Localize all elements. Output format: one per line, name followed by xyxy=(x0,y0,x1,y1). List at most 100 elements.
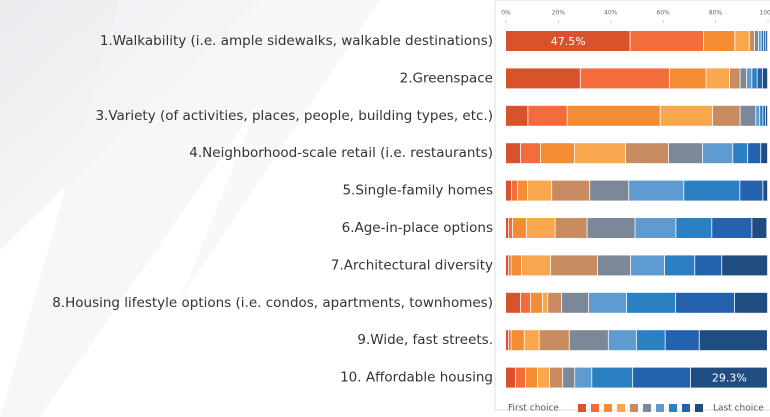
bar-segment xyxy=(669,68,706,89)
bar-segment xyxy=(730,68,740,89)
bar-segment xyxy=(699,330,767,351)
bar-segment xyxy=(712,218,752,238)
bar-segment xyxy=(764,31,766,51)
bar-segment xyxy=(542,292,548,313)
bar-segment xyxy=(552,180,590,201)
bar-segment xyxy=(608,330,636,351)
bar-segment xyxy=(765,105,768,126)
x-tick-label: 0% xyxy=(501,10,511,17)
bar-segment xyxy=(520,292,531,313)
bar-segment xyxy=(740,68,747,89)
bar-segment xyxy=(550,255,598,276)
bar-segment xyxy=(676,218,712,238)
bar-segment xyxy=(761,31,764,51)
category-label: 4.Neighborhood-scale retail (i.e. restau… xyxy=(189,145,493,161)
bar-segment xyxy=(506,218,509,238)
bar-segment xyxy=(712,105,740,126)
legend-swatch xyxy=(682,404,690,412)
value-label: 29.3% xyxy=(712,372,747,385)
bar-segment xyxy=(575,367,592,388)
bar-segment xyxy=(506,292,521,313)
bar-segment xyxy=(766,31,768,51)
bar-segment xyxy=(740,180,763,201)
bar-segment xyxy=(735,31,749,51)
bar-segment xyxy=(520,143,541,164)
bar-segment xyxy=(676,292,735,313)
bar-segment xyxy=(508,218,513,238)
legend-label: First choice xyxy=(508,404,559,414)
bar-segment xyxy=(757,68,762,89)
bar-segment xyxy=(747,68,752,89)
bar-segment xyxy=(580,68,669,89)
bar-segment xyxy=(740,105,756,126)
bar-segment xyxy=(690,367,767,388)
legend-swatch xyxy=(669,404,677,412)
bar-segment xyxy=(665,255,695,276)
bar-segment xyxy=(548,292,562,313)
bar-segment xyxy=(574,143,626,164)
decor xyxy=(0,0,330,417)
bar-segment xyxy=(590,180,629,201)
category-label: 6.Age-in-place options xyxy=(342,220,493,236)
bar-segment xyxy=(630,255,665,276)
category-label: 8.Housing lifestyle options (i.e. condos… xyxy=(52,295,493,311)
bar-segment xyxy=(625,143,669,164)
x-tick-label: 20% xyxy=(552,10,566,17)
bar-segment xyxy=(537,367,550,388)
bar-segment xyxy=(763,180,768,201)
bar-segment xyxy=(636,330,665,351)
legend-label: Last choice xyxy=(713,404,764,414)
bar-segment xyxy=(508,330,511,351)
category-label: 3.Variety (of activities, places, people… xyxy=(95,108,493,124)
bar-segment xyxy=(635,218,676,238)
bar-segment xyxy=(665,330,699,351)
bar-segment xyxy=(597,255,631,276)
bar-segment xyxy=(703,31,735,51)
category-label: 2.Greenspace xyxy=(400,70,493,86)
legend-swatch xyxy=(643,404,651,412)
bar-segment xyxy=(668,143,703,164)
decor xyxy=(180,0,380,300)
bar-segment xyxy=(756,105,760,126)
bar-segment xyxy=(508,255,511,276)
category-label: 1.Walkability (i.e. ample sidewalks, wal… xyxy=(100,33,493,49)
bar-segment xyxy=(512,218,526,238)
bar-segment xyxy=(511,330,524,351)
legend-swatch xyxy=(695,404,703,412)
bar-segment xyxy=(506,255,509,276)
bar-segment xyxy=(633,367,691,388)
bar-segment xyxy=(526,218,555,238)
bar-segment xyxy=(528,180,552,201)
bar-segment xyxy=(511,255,522,276)
x-tick-label: 100% xyxy=(759,10,770,17)
legend-swatch xyxy=(604,404,612,412)
bar-segment xyxy=(660,105,713,126)
bar-segment xyxy=(555,218,587,238)
bar-segment xyxy=(530,292,543,313)
x-tick-label: 80% xyxy=(709,10,723,17)
category-label: 5.Single-family homes xyxy=(342,183,493,199)
bar-segment xyxy=(563,367,575,388)
bar-segment xyxy=(512,180,518,201)
bar-segment xyxy=(587,218,635,238)
bar-segment xyxy=(703,143,733,164)
bar-segment xyxy=(627,292,676,313)
bar-segment xyxy=(684,180,740,201)
bar-segment xyxy=(528,105,567,126)
bar-segment xyxy=(629,180,684,201)
bar-segment xyxy=(762,68,768,89)
category-label: 10. Affordable housing xyxy=(340,370,493,386)
bar-segment xyxy=(695,255,722,276)
bar-segment xyxy=(758,31,761,51)
bar-segment xyxy=(524,330,539,351)
bar-segment xyxy=(734,292,768,313)
bar-segment xyxy=(506,180,512,201)
x-tick-label: 60% xyxy=(657,10,671,17)
legend-swatch xyxy=(617,404,625,412)
value-label: 47.5% xyxy=(551,35,586,48)
bar-segment xyxy=(506,367,516,388)
bar-segment xyxy=(550,367,563,388)
bar-segment xyxy=(592,367,633,388)
bar-segment xyxy=(754,31,759,51)
